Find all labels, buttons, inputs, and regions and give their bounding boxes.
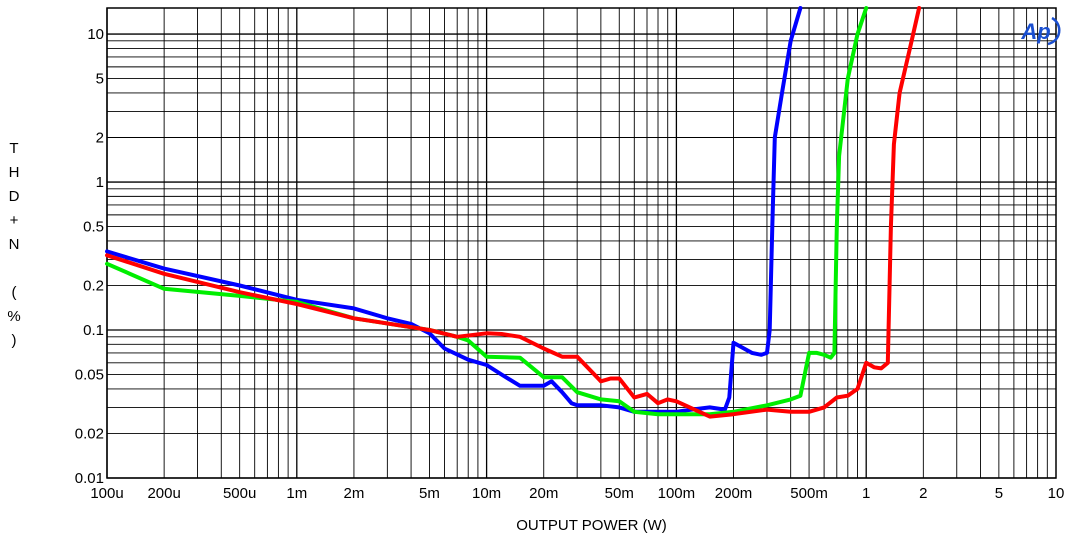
y-tick-label: 0.05 xyxy=(75,367,104,384)
y-axis-title-char: ) xyxy=(12,332,17,349)
y-tick-label: 10 xyxy=(87,26,104,43)
y-axis-title: THD + N (%) xyxy=(7,140,20,349)
x-tick-label: 200u xyxy=(147,485,180,502)
x-tick-label: 200m xyxy=(715,485,753,502)
x-tick-label: 20m xyxy=(529,485,558,502)
y-axis-title-char: N xyxy=(9,236,20,253)
y-tick-label: 2 xyxy=(96,129,104,146)
y-tick-labels: 0.01 0.02 0.05 0.1 0.2 0.5 1 2 5 10 xyxy=(75,26,104,487)
x-tick-label: 50m xyxy=(605,485,634,502)
y-tick-label: 0.02 xyxy=(75,425,104,442)
plot-frame xyxy=(106,7,1057,479)
ap-logo-icon: Ap xyxy=(1020,16,1061,46)
ap-logo-arc xyxy=(1047,16,1061,46)
x-tick-label: 2m xyxy=(344,485,365,502)
grid-minor xyxy=(107,8,1056,478)
x-axis-title: OUTPUT POWER (W) xyxy=(516,517,667,534)
x-tick-label: 10 xyxy=(1048,485,1065,502)
y-tick-label: 1 xyxy=(96,174,104,191)
y-axis-title-char: T xyxy=(9,140,18,157)
series-layer xyxy=(105,6,922,419)
x-tick-labels: 100u 200u 500u 1m 2m 5m 10m 20m 50m 100m 200m 500m 1… xyxy=(90,485,1064,502)
x-tick-label: 1 xyxy=(862,485,870,502)
series-line-1 xyxy=(105,6,803,414)
y-axis-title-char: % xyxy=(7,308,20,325)
series-line-3 xyxy=(105,6,922,419)
y-tick-label: 0.5 xyxy=(83,219,104,236)
y-tick-label: 0.2 xyxy=(83,277,104,294)
x-tick-label: 500m xyxy=(790,485,828,502)
y-tick-label: 5 xyxy=(96,71,104,88)
y-axis-title-char: D xyxy=(9,188,20,205)
x-tick-label: 5 xyxy=(995,485,1003,502)
y-axis-title-char: ( xyxy=(12,284,17,301)
x-tick-label: 10m xyxy=(472,485,501,502)
x-tick-label: 1m xyxy=(286,485,307,502)
x-tick-label: 500u xyxy=(223,485,256,502)
ap-logo-text: Ap xyxy=(1020,19,1050,44)
x-tick-label: 100u xyxy=(90,485,123,502)
x-tick-label: 5m xyxy=(419,485,440,502)
y-tick-label: 0.01 xyxy=(75,470,104,487)
y-axis-title-char: + xyxy=(10,212,19,229)
y-tick-label: 0.1 xyxy=(83,322,104,339)
x-tick-label: 2 xyxy=(919,485,927,502)
y-axis-title-char: H xyxy=(9,164,20,181)
x-tick-label: 100m xyxy=(658,485,696,502)
